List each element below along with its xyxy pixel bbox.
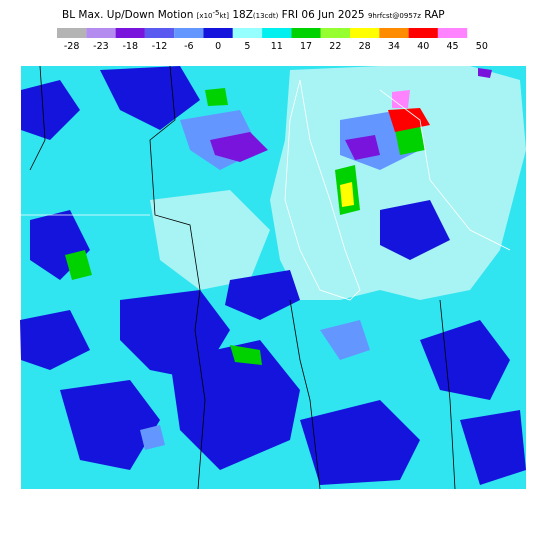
colorbar-swatch	[408, 28, 438, 38]
date: FRI 06 Jun 2025	[282, 9, 365, 21]
colorbar-label: 0	[215, 41, 221, 52]
strong-updraft	[392, 90, 410, 108]
colorbar-label: -6	[184, 41, 193, 52]
forecast: 9hrfcst@0957z	[368, 12, 421, 20]
map	[20, 65, 526, 490]
colorbar-label: 11	[271, 41, 283, 52]
colorbar-swatch	[350, 28, 380, 38]
colorbar-swatch	[115, 28, 145, 38]
colorbar-label: 5	[244, 41, 250, 52]
colorbar-label: -23	[93, 41, 109, 52]
colorbar-label: 22	[329, 41, 341, 52]
colorbar-label: 45	[447, 41, 459, 52]
colorbar-label: -12	[152, 41, 168, 52]
strong-downdraft	[210, 68, 492, 162]
colorbar: -28 -23 -18 -12 -6 0 5 11 17 22 28 34 40 45 50	[57, 28, 488, 52]
colorbar-swatch	[203, 28, 233, 38]
model: RAP	[424, 9, 444, 21]
strong-updraft	[340, 182, 354, 207]
colorbar-label: 28	[359, 41, 371, 52]
borders	[29, 65, 456, 490]
title-text: BL Max. Up/Down Motion	[62, 9, 193, 21]
title: BL Max. Up/Down Motion [x10-5kt] 18Z(13c…	[62, 9, 445, 21]
valid-time: 18Z	[232, 9, 253, 21]
colorbar-swatch	[144, 28, 175, 38]
colorbar-swatch	[437, 28, 468, 38]
colorbar-label: -28	[64, 41, 80, 52]
colorbar-swatch	[379, 28, 409, 38]
colorbar-label: 40	[417, 41, 429, 52]
local-time: (13cdt)	[253, 12, 279, 20]
colorbar-label: 17	[300, 41, 312, 52]
colorbar-swatch	[86, 28, 116, 38]
units-exponent: -5	[212, 9, 219, 17]
colorbar-label: 34	[388, 41, 400, 52]
downdraft-areas	[20, 66, 526, 485]
colorbar-label: -18	[122, 41, 138, 52]
lake-region	[270, 66, 526, 300]
strong-updraft	[388, 108, 430, 132]
units: kt]	[219, 12, 229, 20]
colorbar-swatch	[232, 28, 263, 38]
lake-shore	[21, 79, 511, 301]
colorbar-swatch	[57, 28, 87, 38]
light-region	[150, 190, 270, 290]
units: [x10	[197, 12, 213, 20]
colorbar-swatch	[174, 28, 204, 38]
colorbar-swatch	[320, 28, 350, 38]
colorbar-label: 50	[476, 41, 488, 52]
colorbar-swatch	[291, 28, 321, 38]
colorbar-swatch	[262, 28, 292, 38]
